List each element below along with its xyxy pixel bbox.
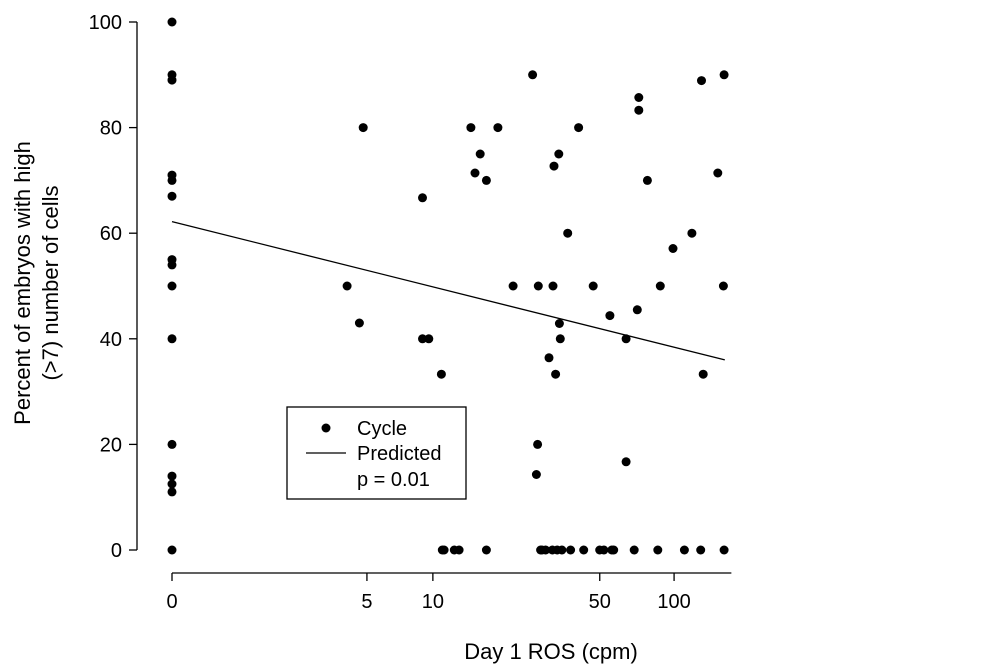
data-point	[418, 193, 427, 203]
data-point	[167, 479, 177, 489]
data-point	[528, 70, 538, 80]
data-point	[167, 75, 177, 85]
data-point	[436, 369, 446, 379]
data-point	[533, 281, 543, 291]
data-point	[358, 123, 368, 133]
data-point	[642, 175, 652, 185]
data-point	[167, 191, 177, 201]
data-point	[167, 281, 177, 291]
x-tick-label: 5	[361, 591, 372, 613]
data-point	[599, 545, 609, 555]
data-point	[167, 175, 177, 185]
y-tick-label: 40	[100, 329, 122, 351]
data-point	[167, 439, 177, 449]
data-point	[698, 369, 708, 379]
y-tick-label: 80	[100, 118, 122, 140]
data-point	[679, 545, 689, 555]
data-point	[563, 228, 573, 238]
y-tick-label: 60	[100, 223, 122, 245]
legend-point-marker	[321, 423, 331, 433]
y-tick-label: 0	[111, 540, 122, 562]
data-point	[713, 168, 723, 178]
data-point	[579, 545, 589, 555]
x-axis-title: Day 1 ROS (cpm)	[464, 639, 638, 664]
data-point	[533, 439, 543, 449]
data-point	[719, 70, 729, 80]
data-point	[621, 457, 631, 467]
y-tick-label: 20	[100, 434, 122, 456]
data-point	[697, 76, 706, 86]
data-point	[167, 334, 177, 344]
data-point	[454, 545, 464, 555]
legend-p-value: p = 0.01	[357, 469, 430, 491]
data-point	[555, 334, 565, 344]
data-point	[167, 260, 177, 270]
data-point	[354, 318, 364, 328]
y-axis-title-line-1: Percent of embryos with high	[10, 141, 35, 425]
data-point	[629, 545, 639, 555]
data-point	[439, 545, 449, 555]
data-point	[167, 545, 177, 555]
y-tick-label: 100	[89, 12, 122, 34]
data-point	[718, 281, 728, 291]
data-point	[632, 305, 642, 315]
x-tick-label: 10	[422, 591, 444, 613]
legend: Cycle Predicted p = 0.01	[286, 406, 467, 500]
data-point	[418, 334, 427, 344]
data-point	[634, 105, 644, 115]
y-axis-title-line-2: (>7) number of cells	[38, 185, 63, 380]
data-point	[508, 281, 518, 291]
data-point	[554, 319, 564, 328]
data-point	[167, 17, 177, 27]
data-point	[167, 487, 177, 497]
data-point	[668, 244, 678, 253]
data-point	[554, 149, 564, 159]
data-point	[424, 334, 434, 344]
data-point	[466, 123, 476, 133]
data-point	[621, 334, 631, 344]
data-point	[655, 281, 665, 291]
legend-label-cycle: Cycle	[357, 418, 407, 440]
data-point	[687, 228, 697, 238]
data-points	[167, 17, 729, 555]
data-point	[574, 123, 584, 133]
data-point	[475, 149, 485, 159]
data-point	[342, 281, 352, 291]
x-tick-label: 50	[589, 591, 611, 613]
data-point	[548, 281, 558, 291]
x-tick-label: 100	[657, 591, 690, 613]
data-point	[167, 471, 177, 481]
data-point	[493, 123, 503, 133]
data-point	[481, 175, 491, 185]
data-point	[541, 545, 551, 555]
data-point	[566, 545, 576, 555]
axes: 0 20 40 60 80 100 0 5 10 50 100	[89, 12, 732, 613]
data-point	[653, 545, 663, 555]
data-point	[544, 353, 554, 363]
data-point	[719, 545, 729, 555]
predicted-line-group	[171, 220, 725, 361]
data-point	[588, 281, 598, 291]
data-point	[531, 470, 541, 479]
legend-label-predicted: Predicted	[357, 443, 442, 465]
data-point	[549, 161, 559, 171]
data-point	[605, 311, 615, 321]
data-point	[557, 545, 567, 555]
data-point	[634, 93, 644, 102]
data-point	[609, 545, 619, 555]
x-tick-label: 0	[166, 591, 177, 613]
data-point	[696, 545, 706, 555]
data-point	[551, 369, 561, 379]
data-point	[481, 545, 491, 555]
data-point	[470, 168, 480, 178]
predicted-line	[171, 220, 725, 361]
